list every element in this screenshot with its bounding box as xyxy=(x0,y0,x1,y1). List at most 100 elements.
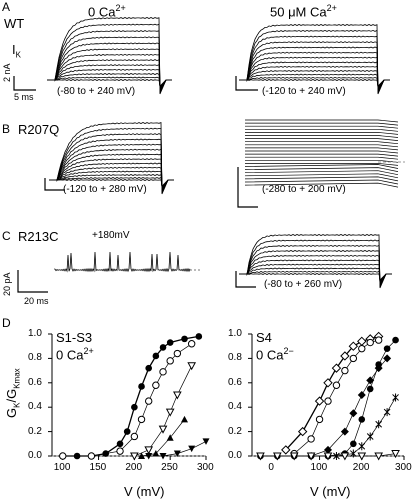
trace-a-left xyxy=(47,53,172,92)
right-gv-point xyxy=(340,351,350,361)
left-gv-point xyxy=(195,333,203,340)
left-gv-plot xyxy=(48,333,210,461)
trace-b-left xyxy=(49,166,174,190)
scale-bar-b-left xyxy=(44,178,65,191)
trace-b-right xyxy=(245,125,399,129)
trace-b-right xyxy=(245,153,399,157)
range-label-b-left: (-120 to + 280 mV) xyxy=(63,184,147,195)
trace-b-right xyxy=(244,173,399,179)
left-gv-point xyxy=(145,453,153,460)
trace-a-left xyxy=(47,30,172,93)
trace-b-left xyxy=(49,138,174,193)
gv-left-cond: 0 Ca2+ xyxy=(56,346,94,363)
right-gv-point xyxy=(366,385,374,393)
trace-b-left xyxy=(49,133,174,193)
left-gv-xtick-label: 200 xyxy=(125,462,143,473)
right-gv-point xyxy=(375,361,382,368)
panel-a-cond-left: 0 Ca2+ xyxy=(88,3,126,20)
right-gv-point xyxy=(374,452,384,461)
trace-b-right xyxy=(245,138,399,141)
left-gv-ytick-label: 0.6 xyxy=(28,376,42,388)
left-gv-point xyxy=(59,452,67,460)
left-gv-point xyxy=(116,447,124,455)
right-gv-point xyxy=(391,450,400,459)
right-gv-point xyxy=(332,381,341,389)
current-traces xyxy=(47,17,405,289)
right-gv-point xyxy=(357,336,367,347)
right-gv-point xyxy=(358,344,366,353)
left-gv-point xyxy=(145,364,152,372)
left-gv-xtick-label: 150 xyxy=(89,462,107,473)
trace-b-left xyxy=(49,143,174,192)
left-gv-point xyxy=(159,344,167,351)
gv-left-xlabel: V (mV) xyxy=(124,484,165,499)
left-gv-point xyxy=(116,440,124,448)
trace-b-right xyxy=(245,128,399,132)
scale-bar-b-right xyxy=(237,167,258,208)
range-label-a-right: (-120 to + 240 mV) xyxy=(262,86,346,97)
scale-bar-c-left xyxy=(17,270,48,293)
trace-b-right xyxy=(245,144,399,148)
right-gv-xtick-label: 300 xyxy=(395,462,412,473)
left-gv-xtick-label: 300 xyxy=(197,462,214,473)
trace-a-right xyxy=(239,56,390,92)
panel-c-construct: R213C xyxy=(18,229,59,244)
trace-a-left xyxy=(47,64,172,90)
right-gv-ytick-label: 0.0 xyxy=(228,450,242,461)
scale-x-label-a: 5 ms xyxy=(14,92,34,102)
left-gv-point xyxy=(152,450,160,457)
scale-x-label-c: 20 ms xyxy=(24,296,49,306)
voltage-label-c: +180mV xyxy=(92,230,130,241)
trace-b-left xyxy=(49,153,174,192)
left-gv-point xyxy=(144,397,153,405)
trace-b-right xyxy=(245,163,399,166)
trace-a-right xyxy=(239,46,390,93)
trace-b-left xyxy=(49,122,174,195)
trace-b-left xyxy=(49,158,174,192)
trace-a-right xyxy=(239,29,390,94)
trace-b-right xyxy=(245,150,399,154)
panel-b-letter: B xyxy=(2,122,11,136)
scale-bar-c-right xyxy=(235,271,256,288)
left-gv-point xyxy=(187,362,197,371)
right-gv-point xyxy=(357,452,367,461)
trace-c-right xyxy=(239,270,392,282)
scale-bar-a-right xyxy=(235,76,258,91)
right-gv-point xyxy=(289,452,299,461)
left-gv-point xyxy=(165,408,175,417)
gv-right-xlabel: V (mV) xyxy=(310,484,351,499)
trace-b-left xyxy=(49,127,174,194)
right-gv-point xyxy=(281,445,291,455)
range-label-b-right: (-280 to + 200 mV) xyxy=(262,184,346,195)
right-gv-point xyxy=(349,354,358,363)
right-gv-point xyxy=(297,426,308,437)
gv-ylabel: GK/GKmax xyxy=(4,368,22,418)
trace-a-left xyxy=(47,59,172,91)
left-gv-fit-2 xyxy=(134,365,193,457)
trace-c-right xyxy=(239,239,392,288)
trace-a-right xyxy=(239,35,390,93)
left-gv-ytick-label: 0.8 xyxy=(28,352,42,364)
right-gv-point xyxy=(392,336,399,344)
range-label-a-left: (-80 to + 240 mV) xyxy=(57,86,136,97)
right-gv-point xyxy=(392,393,399,402)
left-gv-xtick-label: 250 xyxy=(161,462,178,473)
left-gv-point xyxy=(173,391,182,400)
right-gv-xtick-label: 200 xyxy=(352,462,370,473)
trace-b-right xyxy=(245,156,399,160)
left-gv-point xyxy=(202,438,210,445)
trace-a-left xyxy=(47,68,172,90)
trace-b-right xyxy=(245,135,399,138)
left-gv-point xyxy=(166,434,174,441)
scale-bar-a-left xyxy=(13,76,36,91)
gv-right-cond: 0 Ca2− xyxy=(256,346,294,363)
trace-a-left xyxy=(47,76,172,88)
trace-b-right xyxy=(245,119,399,123)
trace-a-right xyxy=(239,79,390,87)
left-gv-point xyxy=(87,452,96,460)
trace-a-left xyxy=(47,42,172,93)
right-gv-point xyxy=(331,363,342,373)
right-gv-point xyxy=(374,336,383,344)
scale-y-label-c: 20 pA xyxy=(2,272,12,296)
